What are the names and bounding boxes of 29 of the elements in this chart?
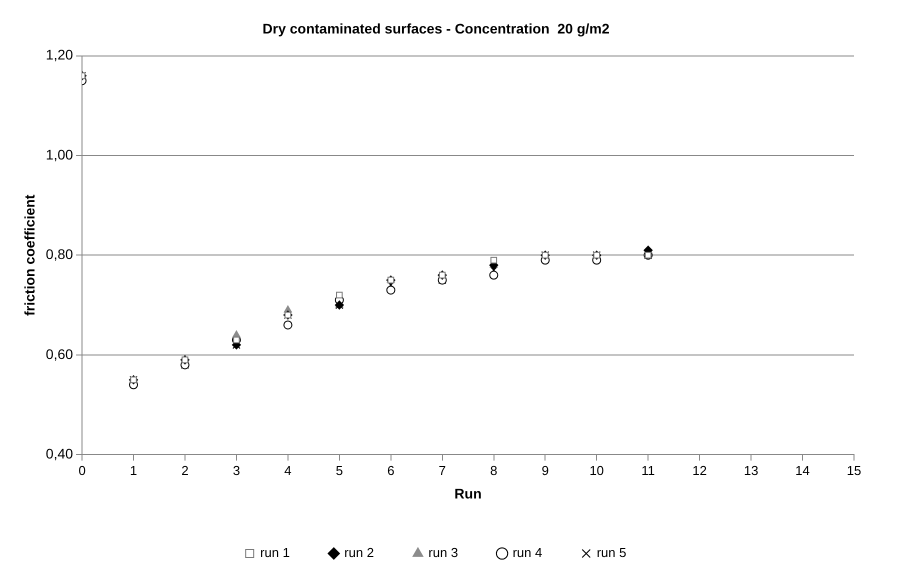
x-tick-label: 0 [78, 462, 86, 478]
x-tick-label: 3 [232, 462, 240, 478]
y-tick-label: 0,80 [46, 246, 74, 262]
x-tick-label: 14 [795, 462, 810, 478]
x-tick-label: 11 [641, 462, 655, 478]
x-tick-label: 4 [284, 462, 292, 478]
x-tick-label: 10 [589, 462, 604, 478]
y-tick-label: 0,60 [46, 346, 74, 362]
x-tick-label: 6 [387, 462, 394, 478]
y-axis-title: friction coefficient [21, 194, 38, 316]
x-tick-label: 9 [542, 462, 549, 478]
y-tick-label: 1,20 [46, 46, 74, 63]
x-tick-label: 5 [336, 462, 343, 478]
x-tick-label: 15 [846, 462, 862, 478]
x-tick-label: 2 [181, 462, 189, 478]
legend-label: run 3 [428, 545, 458, 560]
legend-label: run 5 [596, 545, 626, 560]
x-tick-label: 13 [744, 462, 758, 478]
legend-label: run 4 [512, 545, 542, 560]
x-tick-label: 1 [130, 462, 138, 478]
y-tick-label: 1,00 [46, 146, 74, 162]
x-tick-label: 7 [438, 462, 446, 478]
x-axis-title: Run [454, 485, 482, 502]
x-tick-label: 8 [490, 462, 498, 478]
legend-label: run 1 [260, 545, 290, 560]
x-tick-label: 12 [692, 462, 707, 478]
y-tick-label: 0,40 [46, 445, 74, 462]
chart-title: Dry contaminated surfaces - Concentration 20 g/m2 [262, 20, 610, 36]
legend-label: run 2 [344, 545, 374, 560]
